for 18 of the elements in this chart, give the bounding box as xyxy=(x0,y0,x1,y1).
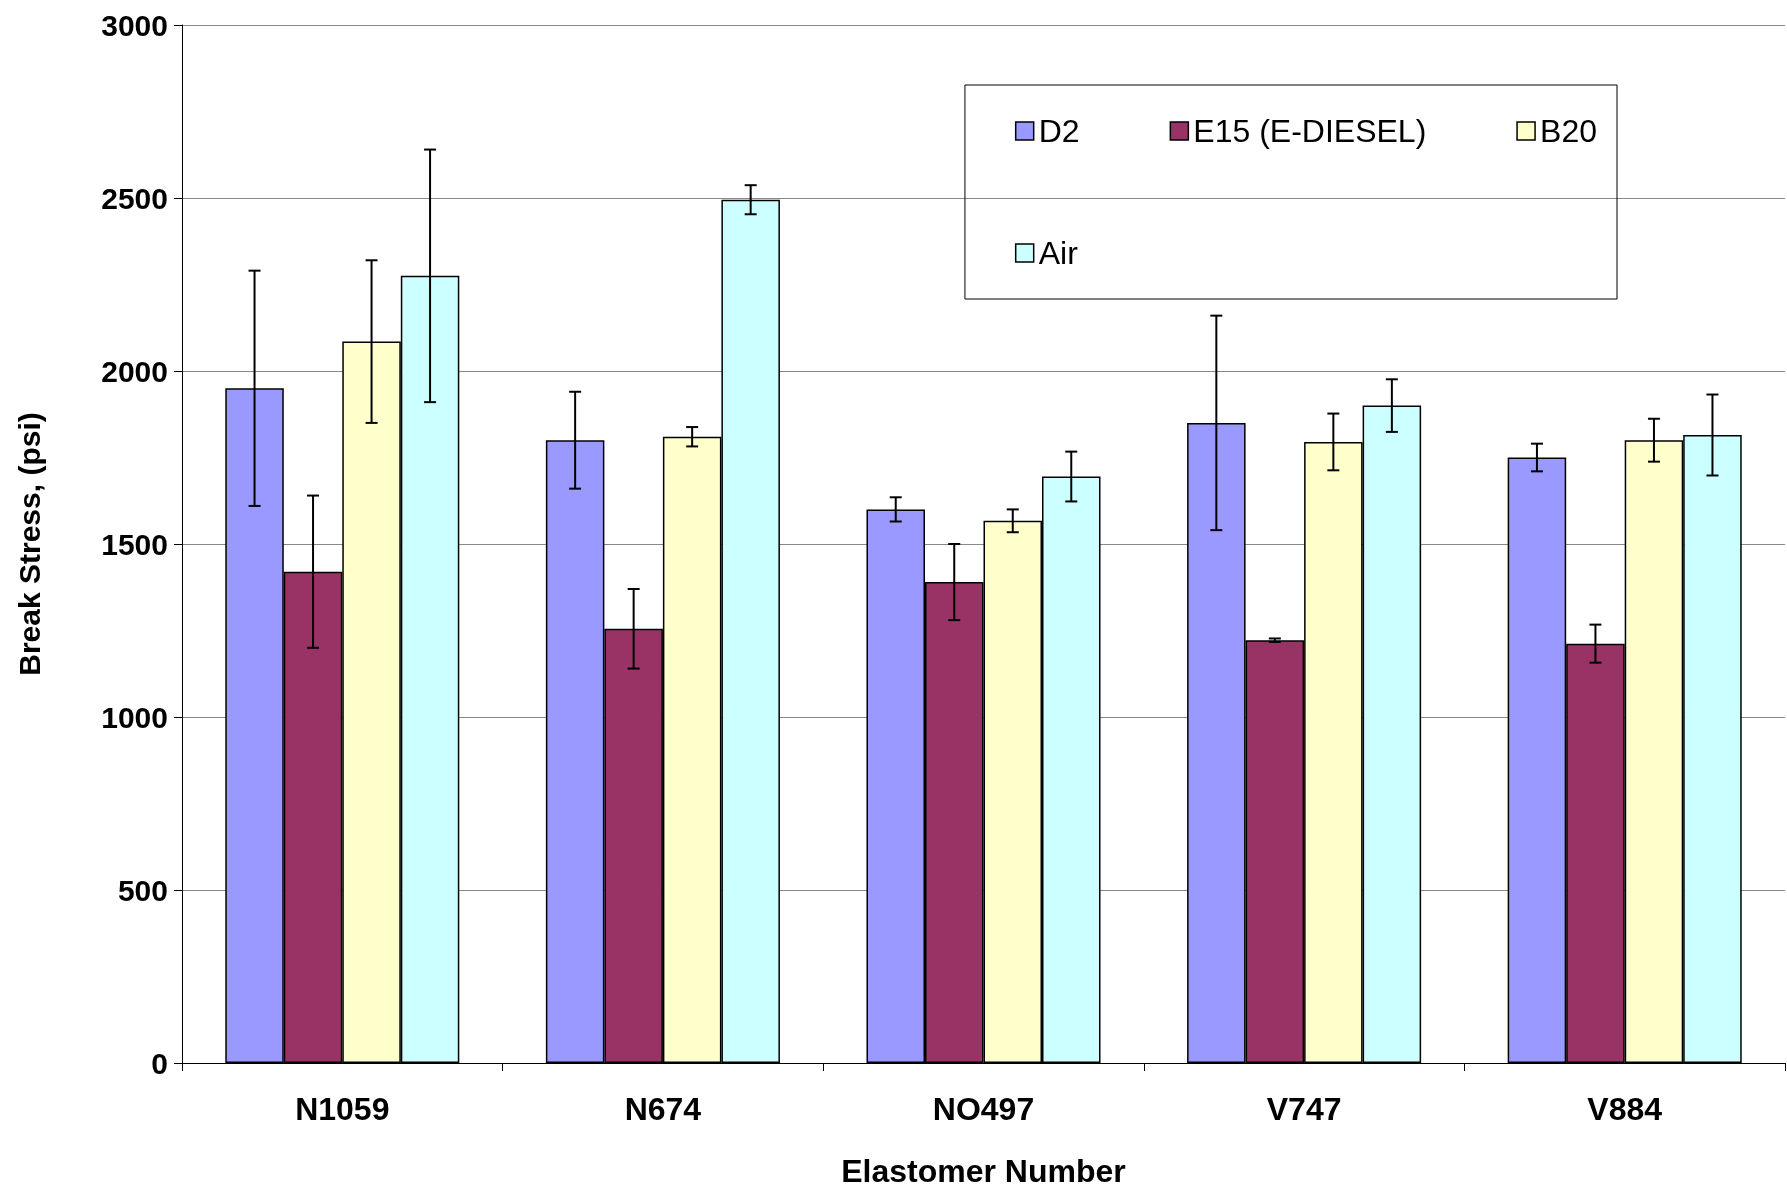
x-tick-label: NO497 xyxy=(932,1091,1035,1127)
y-tick-label: 2000 xyxy=(101,354,168,388)
y-tick-label: 1000 xyxy=(101,700,168,734)
y-tick-label: 2500 xyxy=(101,181,168,215)
legend-label: D2 xyxy=(1038,113,1080,149)
x-tick-label: N1059 xyxy=(295,1091,390,1127)
x-axis-title: Elastomer Number xyxy=(841,1153,1126,1189)
legend-label: Air xyxy=(1038,235,1079,271)
x-tick-label: V884 xyxy=(1587,1091,1663,1127)
x-tick-label: V747 xyxy=(1266,1091,1342,1127)
y-axis-title: Break Stress, (psi) xyxy=(12,412,46,676)
y-tick-label: 3000 xyxy=(101,8,168,42)
legend-label: B20 xyxy=(1540,113,1597,149)
y-tick-label: 0 xyxy=(151,1046,168,1080)
x-tick-label: N674 xyxy=(624,1091,702,1127)
legend-label: E15 (E-DIESEL) xyxy=(1193,113,1427,149)
y-tick-label: 500 xyxy=(117,873,168,907)
y-tick-label: 1500 xyxy=(101,527,168,561)
